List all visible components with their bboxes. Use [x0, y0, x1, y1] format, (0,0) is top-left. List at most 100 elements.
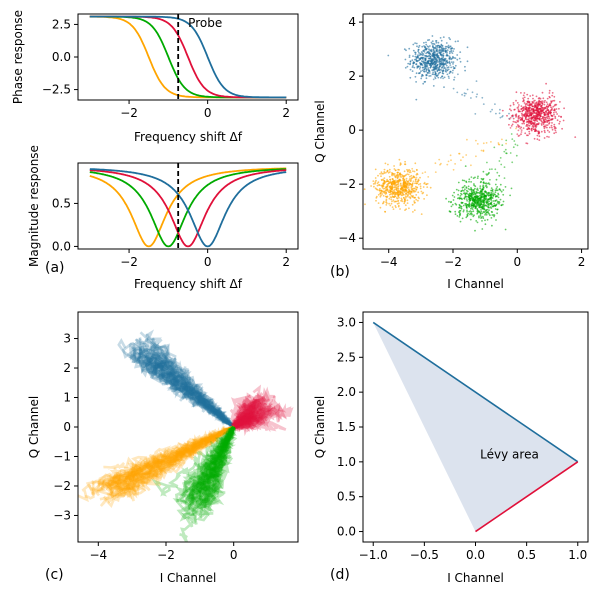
point-green: [515, 154, 518, 157]
point-blue: [435, 48, 437, 50]
point-green: [489, 196, 492, 199]
point-green: [461, 179, 464, 182]
x-axis-label: I Channel: [447, 277, 504, 291]
point-orange: [393, 179, 395, 182]
point-blue: [415, 98, 418, 101]
point-orange: [397, 182, 400, 184]
point-red: [551, 114, 553, 117]
point-blue: [433, 68, 436, 71]
point-blue: [491, 108, 493, 111]
point-blue: [437, 72, 440, 75]
point-blue: [471, 91, 474, 94]
point-red: [524, 132, 527, 135]
point-red: [537, 115, 539, 118]
point-green: [462, 192, 465, 195]
point-green: [485, 209, 488, 212]
point-green: [475, 199, 478, 202]
point-orange: [382, 200, 385, 203]
point-orange: [414, 182, 416, 185]
point-orange: [405, 179, 408, 182]
trajectory-orange: [106, 425, 235, 496]
point-red: [553, 123, 556, 126]
point-red: [549, 104, 551, 106]
point-orange: [399, 193, 401, 196]
point-blue: [448, 77, 450, 79]
trajectory-green: [202, 425, 237, 512]
trajectory-red: [232, 411, 266, 433]
trajectory-orange: [126, 425, 235, 502]
point-orange: [413, 196, 416, 199]
point-red: [525, 114, 528, 116]
point-green: [501, 203, 504, 206]
point-red: [526, 124, 528, 126]
point-blue: [420, 62, 423, 65]
point-orange: [384, 187, 386, 190]
point-orange: [386, 184, 388, 186]
point-blue: [421, 64, 424, 67]
point-red: [526, 128, 529, 131]
point-orange: [426, 194, 428, 197]
point-green: [488, 168, 491, 171]
trajectory-red: [231, 401, 274, 429]
point-blue: [432, 46, 435, 49]
point-blue: [458, 57, 461, 60]
point-green: [490, 194, 493, 197]
point-red: [553, 109, 555, 112]
point-red: [551, 128, 554, 131]
point-green: [460, 190, 463, 192]
point-blue: [464, 65, 466, 68]
point-green: [475, 192, 478, 195]
point-green: [482, 204, 485, 207]
y-tick-label: 1.0: [337, 455, 356, 469]
point-blue: [412, 49, 415, 52]
point-green: [462, 209, 465, 212]
point-orange: [398, 196, 400, 199]
trajectories-red: [229, 384, 294, 437]
point-green: [470, 187, 472, 189]
point-blue: [438, 56, 441, 59]
point-blue: [418, 68, 421, 70]
point-green: [459, 205, 462, 208]
point-green: [486, 218, 489, 221]
point-orange: [406, 185, 408, 188]
point-orange: [403, 198, 406, 201]
trajectory-blue: [136, 351, 235, 428]
point-green: [485, 197, 488, 200]
point-green: [469, 195, 472, 197]
trajectory-orange: [90, 425, 235, 496]
point-orange: [395, 206, 397, 209]
point-orange: [382, 172, 384, 175]
point-red: [520, 92, 522, 94]
point-red: [532, 97, 534, 100]
trajectory-blue: [138, 343, 235, 429]
point-blue: [417, 59, 420, 62]
x-tick-label: −4: [380, 255, 398, 269]
x-tick-label: 0: [204, 255, 212, 269]
point-green: [496, 186, 499, 188]
point-blue: [444, 58, 447, 61]
point-orange: [418, 197, 420, 200]
point-orange: [385, 198, 388, 201]
point-blue: [443, 76, 446, 79]
point-red: [517, 108, 520, 111]
point-blue: [436, 59, 439, 61]
point-green: [505, 139, 508, 142]
point-blue: [434, 72, 437, 75]
point-blue: [441, 75, 444, 78]
point-green: [476, 204, 479, 207]
point-orange: [388, 202, 390, 205]
point-green: [483, 193, 485, 195]
point-orange: [413, 209, 416, 212]
point-blue: [430, 62, 432, 65]
point-blue: [446, 45, 448, 48]
point-blue: [435, 45, 437, 47]
point-orange: [384, 162, 387, 165]
point-red: [539, 109, 542, 112]
point-blue: [432, 78, 435, 81]
point-orange: [392, 173, 395, 176]
point-orange: [399, 208, 401, 210]
trajectory-red: [231, 387, 271, 430]
point-red: [541, 91, 544, 94]
point-orange: [408, 190, 411, 193]
point-red: [539, 97, 542, 100]
